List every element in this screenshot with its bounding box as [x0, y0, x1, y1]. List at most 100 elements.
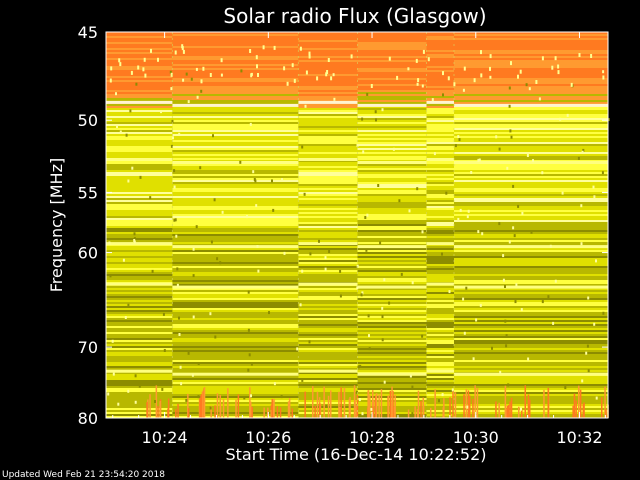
heatmap-row [172, 182, 299, 184]
heatmap-row [426, 360, 454, 362]
heatmap-row [357, 88, 427, 90]
heatmap-row [454, 252, 608, 254]
heatmap-row [298, 270, 358, 272]
heatmap-row [426, 162, 454, 164]
heatmap-row [298, 68, 358, 70]
heatmap-row [172, 288, 299, 290]
heatmap-row [298, 294, 358, 296]
heatmap-row [454, 180, 608, 182]
heatmap-row [172, 244, 299, 246]
heatmap-row [298, 322, 358, 324]
speckle-mark [273, 382, 276, 386]
heatmap-row [357, 288, 427, 290]
heatmap-row [106, 402, 173, 404]
heatmap-row [172, 180, 299, 182]
speckle-mark [178, 132, 181, 136]
speckle-mark [199, 166, 202, 170]
heatmap-row [106, 176, 173, 178]
heatmap-row [426, 92, 454, 94]
speckle-mark [505, 344, 508, 348]
heatmap-row [172, 354, 299, 356]
speckle-mark [179, 365, 182, 369]
burst-mark [367, 390, 369, 418]
heatmap-row [357, 262, 427, 264]
heatmap-row [172, 124, 299, 126]
heatmap-row [298, 260, 358, 262]
heatmap-row [426, 286, 454, 288]
heatmap-row [357, 228, 427, 230]
heatmap-row [357, 256, 427, 258]
heatmap-row [357, 336, 427, 338]
heatmap-row [172, 328, 299, 330]
heatmap-row [426, 198, 454, 200]
heatmap-row [426, 200, 454, 202]
heatmap-row [172, 206, 299, 208]
plot-area [105, 31, 610, 419]
heatmap-row [357, 340, 427, 342]
speckle-mark [359, 364, 362, 368]
heatmap-row [426, 252, 454, 254]
heatmap-row [454, 380, 608, 382]
burst-mark [177, 403, 179, 418]
heatmap-row [106, 138, 173, 140]
heatmap-row [106, 98, 173, 100]
heatmap-row [172, 382, 299, 384]
heatmap-row [357, 224, 427, 226]
heatmap-row [172, 364, 299, 366]
bright-line [357, 285, 427, 289]
heatmap-row [454, 384, 608, 386]
heatmap-row [172, 36, 299, 38]
heatmap-row [172, 214, 299, 216]
heatmap-row [426, 268, 454, 270]
heatmap-row [172, 362, 299, 364]
heatmap-row [172, 370, 299, 372]
speckle-mark [200, 89, 203, 93]
heatmap-row [454, 370, 608, 372]
heatmap-row [357, 344, 427, 346]
heatmap-row [298, 52, 358, 54]
speckle-mark [362, 150, 365, 154]
heatmap-row [426, 372, 454, 374]
speckle-mark [507, 383, 510, 387]
speckle-mark [396, 75, 399, 80]
heatmap-row [357, 164, 427, 166]
heatmap-row [454, 410, 608, 412]
heatmap-row [426, 96, 454, 98]
speckle-mark [257, 73, 259, 77]
speckle-mark [480, 73, 483, 78]
heatmap-row [454, 288, 608, 290]
heatmap-row [298, 262, 358, 264]
heatmap-row [426, 328, 454, 330]
heatmap-row [454, 408, 608, 410]
burst-mark [601, 397, 603, 418]
heatmap-row [454, 186, 608, 188]
heatmap-row [106, 304, 173, 306]
heatmap-row [357, 48, 427, 50]
heatmap-row [454, 390, 608, 392]
heatmap-row [454, 184, 608, 186]
heatmap-row [172, 136, 299, 138]
x-axis: 10:24 10:26 10:28 10:30 10:32 [112, 32, 606, 447]
burst-mark [449, 397, 451, 418]
speckle-mark [400, 272, 403, 276]
heatmap-row [172, 34, 299, 36]
heatmap-row [426, 330, 454, 332]
burst-mark [175, 409, 177, 418]
speckle-mark [595, 396, 598, 400]
heatmap-row [172, 202, 299, 204]
speckle-mark [602, 75, 605, 80]
heatmap-row [357, 216, 427, 218]
heatmap-row [357, 170, 427, 172]
heatmap-row [426, 150, 454, 152]
heatmap-row [426, 354, 454, 356]
speckle-mark [557, 70, 560, 75]
heatmap-row [454, 78, 608, 80]
heatmap-row [298, 126, 358, 128]
heatmap-row [172, 210, 299, 212]
burst-mark [467, 390, 470, 418]
speckle-mark [127, 389, 130, 393]
speckle-mark [127, 179, 130, 183]
heatmap-row [106, 36, 173, 38]
heatmap-row [426, 48, 454, 50]
burst-mark [323, 386, 325, 418]
